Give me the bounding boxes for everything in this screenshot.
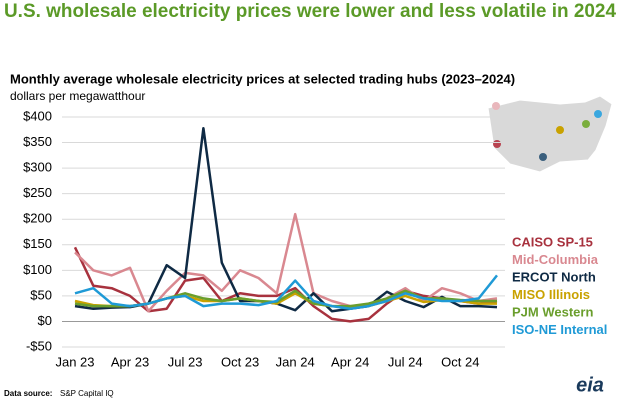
y-tick-label: $200 (23, 211, 52, 226)
map-decoration (487, 95, 613, 173)
legend-label: MISO Illinois (512, 287, 590, 302)
y-tick-label: $350 (23, 134, 52, 149)
y-tick-label: $250 (23, 185, 52, 200)
x-tick-label: Apr 24 (331, 354, 369, 369)
y-tick-label: $0 (38, 313, 52, 328)
x-tick-label: Jul 23 (168, 354, 203, 369)
x-tick-label: Apr 23 (111, 354, 149, 369)
y-tick-label: $100 (23, 262, 52, 277)
legend-label: CAISO SP-15 (512, 234, 593, 249)
x-tick-label: Jul 24 (388, 354, 423, 369)
y-tick-label: $400 (23, 108, 52, 123)
x-tick-label: Jan 24 (276, 354, 315, 369)
logo: eia (576, 374, 604, 396)
y-tick-label: $50 (30, 287, 52, 302)
y-tick-label: $150 (23, 236, 52, 251)
chart-subtitle: Monthly average wholesale electricity pr… (10, 71, 515, 86)
x-tick-label: Oct 23 (221, 354, 259, 369)
x-tick-label: Oct 24 (441, 354, 479, 369)
x-tick-label: Jan 23 (55, 354, 94, 369)
source: S&P Capital IQ (60, 389, 114, 398)
legend-label: Mid-Columbia (512, 252, 599, 267)
legend-label: ERCOT North (512, 269, 596, 284)
chart-title: U.S. wholesale electricity prices were l… (4, 1, 616, 22)
legend-label: PJM Western (512, 304, 593, 319)
legend-label: ISO-NE Internal (512, 322, 607, 337)
source-label: Data source: (4, 389, 52, 398)
y-axis-label: dollars per megawatthour (10, 89, 145, 103)
y-tick-label: $300 (23, 160, 52, 175)
y-tick-label: -$50 (26, 338, 52, 353)
series-line (74, 274, 498, 310)
